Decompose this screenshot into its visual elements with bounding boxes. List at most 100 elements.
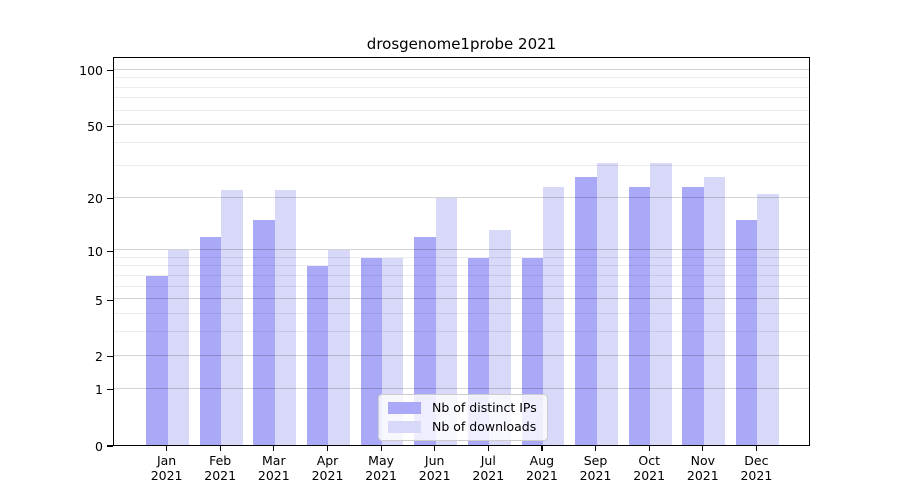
- x-tick-mark-jul: [487, 446, 489, 451]
- x-tick-label-aug: Aug 2021: [510, 453, 574, 483]
- x-tick-mark-may: [380, 446, 382, 451]
- gridline-minor-4: [114, 313, 809, 315]
- gridline-major-20: [114, 196, 809, 198]
- x-tick-label-oct: Oct 2021: [617, 453, 681, 483]
- x-tick-label-month-jan: Jan: [156, 453, 177, 468]
- gridline-minor-9: [114, 256, 809, 258]
- gridline-minor-6: [114, 285, 809, 287]
- x-tick-mark-jan: [166, 446, 168, 451]
- y-tick-label-20: 20: [87, 191, 103, 206]
- x-tick-label-month-sep: Sep: [583, 453, 608, 468]
- x-tick-mark-feb: [219, 446, 221, 451]
- gridline-major-50: [114, 124, 809, 126]
- plot-area: Nb of distinct IPs Nb of downloads: [113, 57, 810, 446]
- x-tick-mark-apr: [326, 446, 329, 451]
- x-tick-label-year-dec: 2021: [740, 468, 773, 483]
- bar-downloads-feb: [221, 190, 243, 445]
- y-tick-mark-50: [107, 125, 113, 127]
- x-tick-label-year-apr: 2021: [311, 468, 344, 483]
- x-tick-label-apr: Apr 2021: [296, 453, 360, 483]
- bar-downloads-mar: [274, 190, 297, 445]
- x-tick-label-year-nov: 2021: [686, 468, 719, 483]
- y-tick-mark-1: [107, 389, 113, 391]
- x-tick-label-month-may: May: [368, 453, 395, 468]
- bar-ips-may: [360, 257, 383, 445]
- y-tick-label-10: 10: [87, 243, 103, 259]
- x-tick-label-month-feb: Feb: [209, 453, 232, 468]
- gridline-minor-7: [114, 274, 809, 276]
- bar-downloads-aug: [542, 186, 565, 445]
- x-tick-label-month-dec: Dec: [744, 453, 769, 468]
- x-tick-label-month-nov: Nov: [690, 453, 715, 468]
- x-tick-label-year-jul: 2021: [472, 468, 505, 483]
- gridline-minor-3: [114, 331, 809, 333]
- gridline-minor-40: [114, 142, 809, 144]
- y-tick-mark-5: [107, 299, 113, 301]
- x-tick-mark-oct: [648, 446, 650, 451]
- x-tick-label-dec: Dec 2021: [724, 453, 788, 483]
- y-tick-label-5: 5: [95, 292, 103, 308]
- legend-label-distinct-ips: Nb of distinct IPs: [432, 400, 537, 415]
- gridline-minor-30: [114, 164, 809, 166]
- legend-label-downloads: Nb of downloads: [432, 419, 537, 434]
- bar-ips-jun: [414, 236, 436, 445]
- x-tick-mark-sep: [594, 446, 597, 451]
- x-tick-label-may: May 2021: [349, 453, 413, 483]
- x-tick-mark-dec: [755, 446, 758, 451]
- x-tick-label-year-may: 2021: [365, 468, 397, 483]
- x-tick-label-jul: Jul 2021: [456, 453, 520, 483]
- x-tick-label-nov: Nov 2021: [671, 453, 735, 483]
- x-tick-label-month-jun: Jun: [424, 453, 445, 468]
- gridline-minor-80: [114, 86, 809, 88]
- bar-downloads-apr: [328, 250, 350, 445]
- x-tick-label-year-sep: 2021: [579, 468, 612, 483]
- bar-downloads-nov: [703, 177, 726, 445]
- x-tick-label-sep: Sep 2021: [564, 453, 628, 483]
- x-tick-label-feb: Feb 2021: [188, 453, 252, 483]
- gridline-major-100: [114, 68, 809, 70]
- legend-item-downloads: Nb of downloads: [388, 420, 537, 434]
- y-tick-mark-20: [107, 197, 113, 200]
- legend-swatch-downloads: [388, 421, 421, 433]
- x-tick-mark-jun: [434, 446, 436, 451]
- legend: Nb of distinct IPs Nb of downloads: [378, 394, 548, 441]
- bar-downloads-jan: [167, 250, 189, 445]
- y-tick-mark-2: [107, 356, 113, 358]
- y-tick-label-100: 100: [79, 63, 103, 79]
- y-tick-mark-0: [107, 445, 113, 447]
- chart-title: drosgenome1probe 2021: [366, 35, 557, 53]
- bar-ips-oct: [628, 186, 651, 445]
- bar-downloads-dec: [757, 193, 779, 445]
- x-tick-label-month-oct: Oct: [638, 453, 660, 468]
- x-tick-label-year-feb: 2021: [204, 468, 237, 483]
- gridline-major-5: [114, 298, 809, 300]
- bar-ips-dec: [735, 219, 758, 445]
- bar-ips-feb: [199, 236, 222, 445]
- y-tick-label-50: 50: [87, 118, 103, 134]
- y-tick-label-2: 2: [95, 349, 103, 365]
- x-tick-label-year-aug: 2021: [525, 468, 558, 483]
- x-tick-label-month-jul: Jul: [480, 453, 496, 468]
- gridline-minor-90: [114, 77, 809, 79]
- bar-ips-jan: [146, 275, 168, 445]
- bar-downloads-jun: [435, 197, 458, 445]
- y-tick-mark-100: [107, 70, 113, 72]
- gridline-minor-60: [114, 109, 809, 111]
- x-tick-label-year-jun: 2021: [418, 468, 451, 483]
- bar-ips-mar: [253, 219, 275, 445]
- x-tick-label-month-mar: Mar: [262, 453, 286, 468]
- x-tick-mark-mar: [273, 446, 275, 451]
- x-tick-mark-nov: [702, 446, 704, 451]
- x-tick-label-mar: Mar 2021: [242, 453, 306, 483]
- gridline-minor-8: [114, 265, 809, 267]
- bar-ips-sep: [575, 177, 597, 445]
- bar-ips-nov: [682, 186, 704, 445]
- legend-swatch-distinct-ips: [388, 402, 421, 414]
- x-tick-label-month-apr: Apr: [316, 453, 339, 468]
- x-tick-label-year-mar: 2021: [257, 468, 290, 483]
- x-tick-label-month-aug: Aug: [529, 453, 555, 468]
- x-tick-label-jan: Jan 2021: [135, 453, 199, 483]
- legend-item-distinct-ips: Nb of distinct IPs: [388, 401, 537, 415]
- x-tick-label-year-oct: 2021: [633, 468, 666, 483]
